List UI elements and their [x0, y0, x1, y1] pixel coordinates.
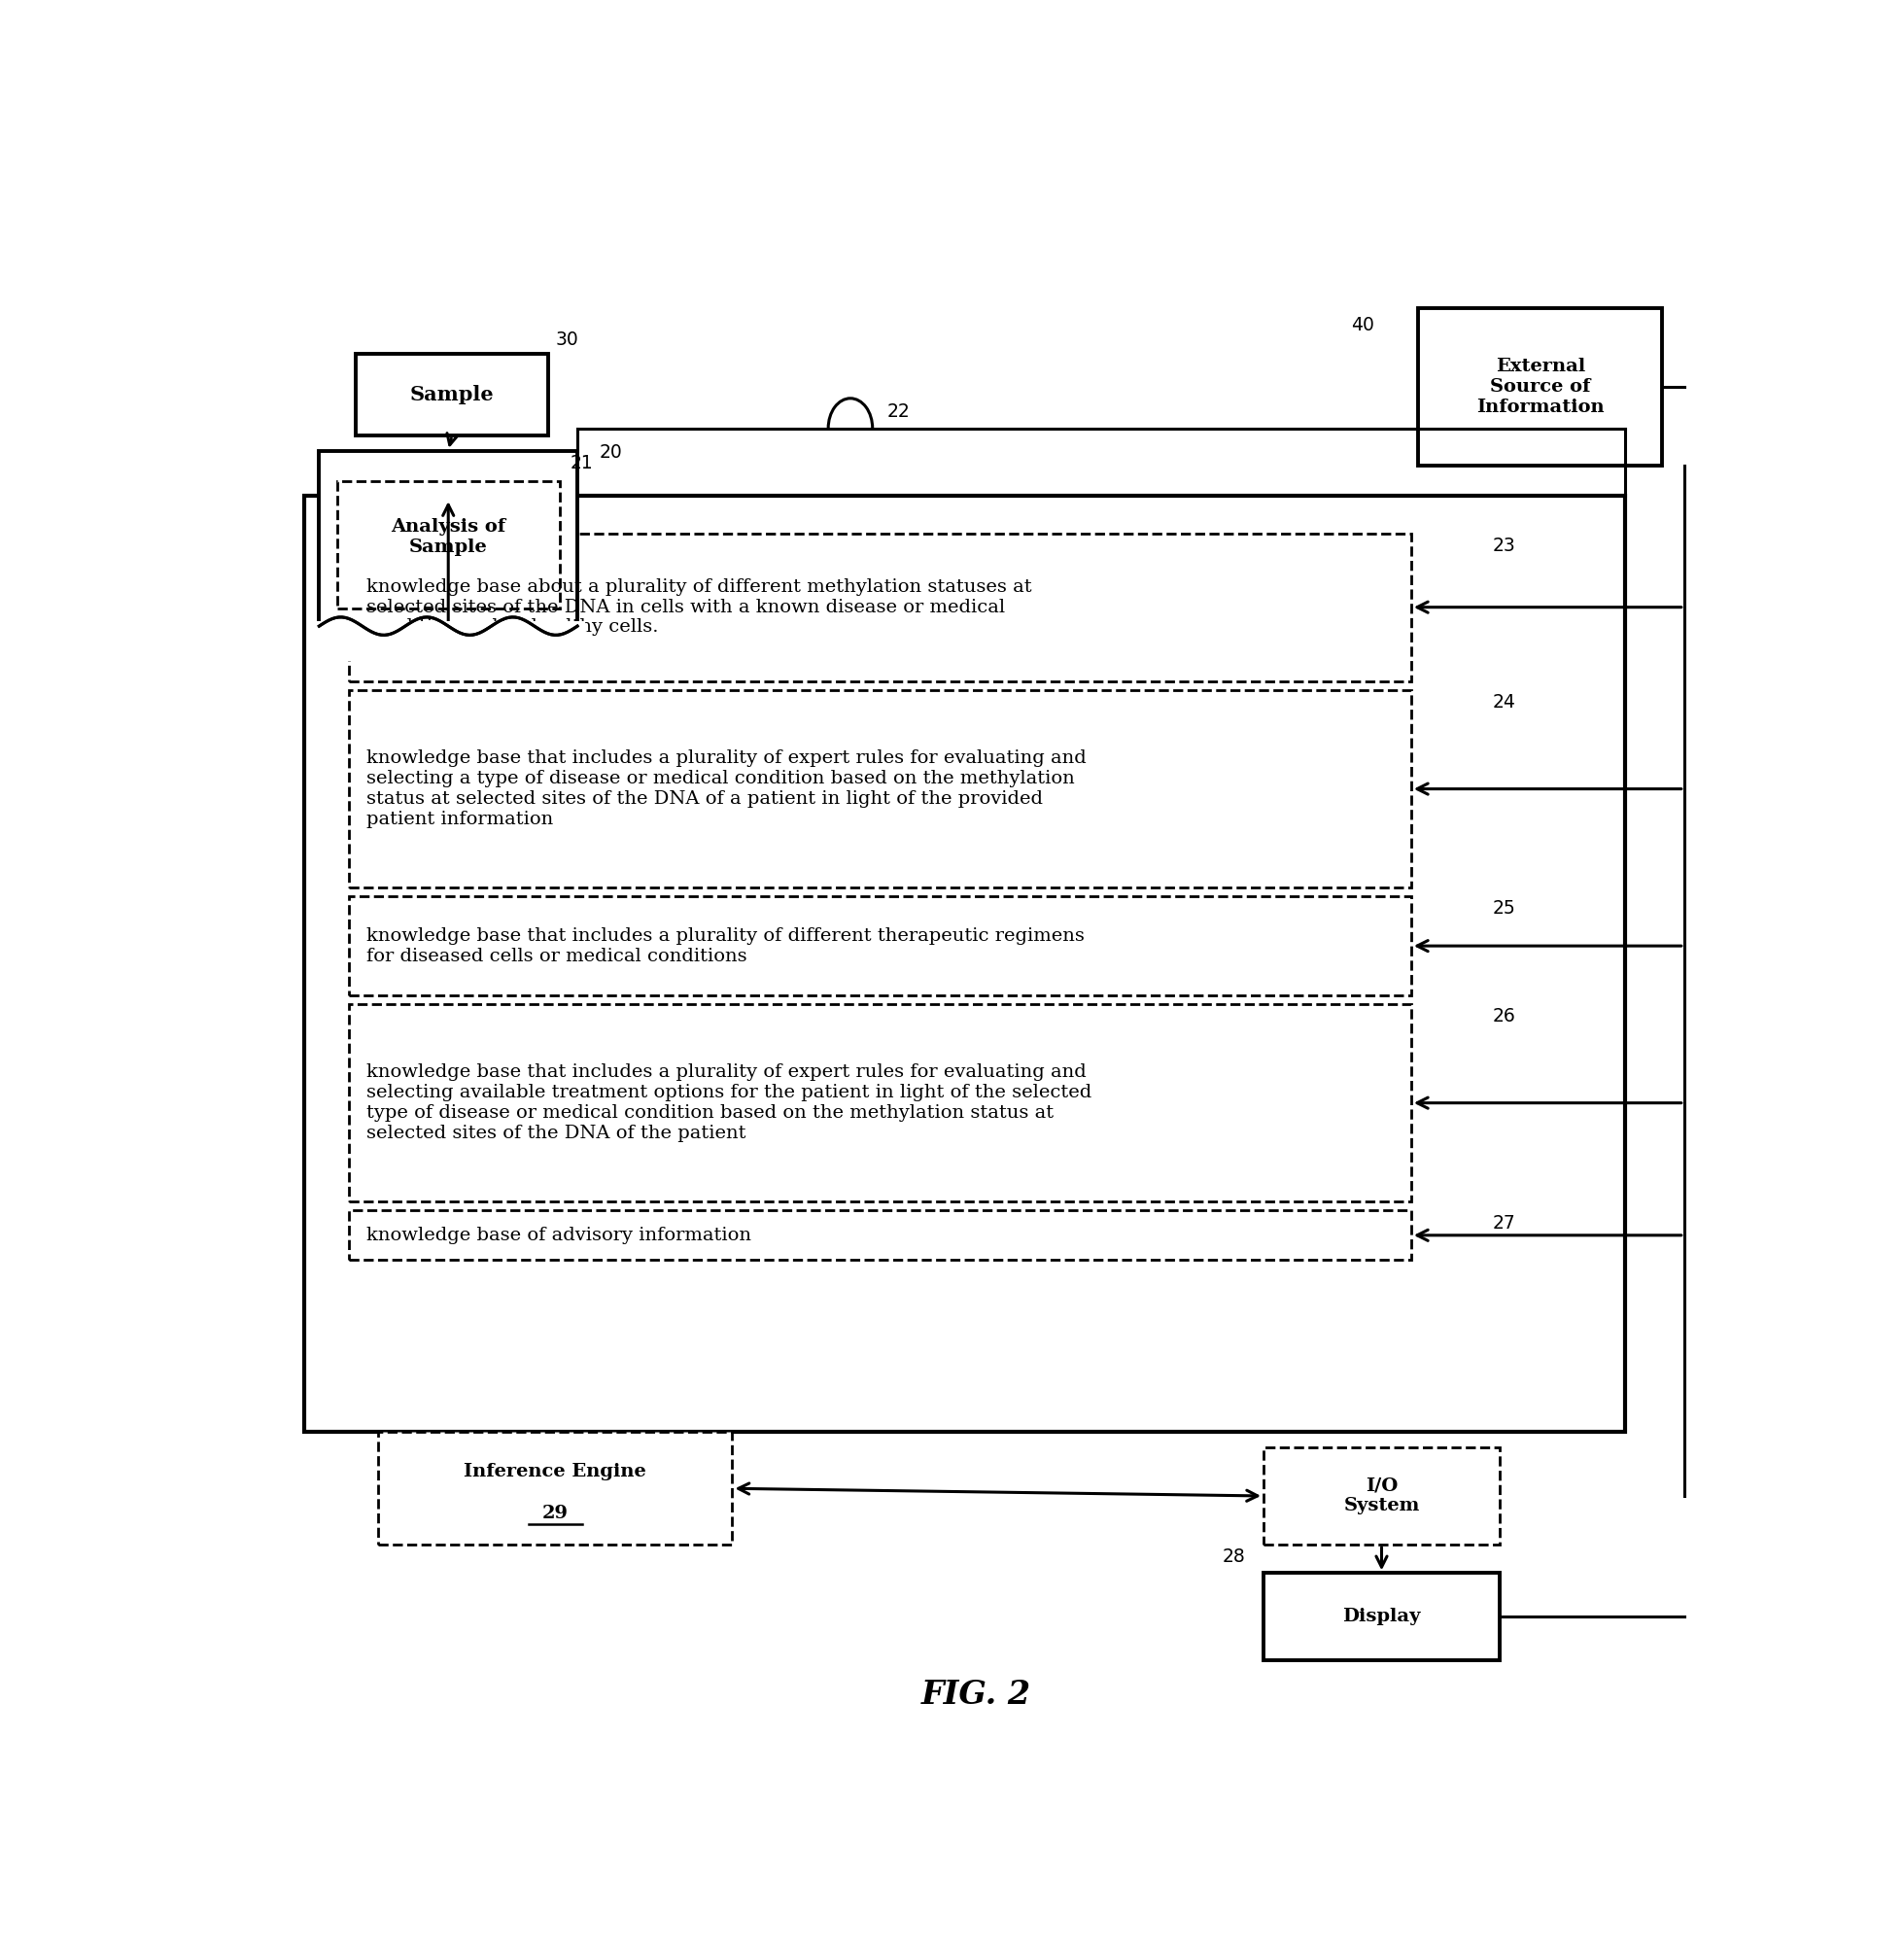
Text: 23: 23: [1493, 537, 1516, 555]
FancyBboxPatch shape: [348, 691, 1411, 887]
Text: 30: 30: [556, 331, 579, 348]
FancyBboxPatch shape: [348, 533, 1411, 681]
FancyBboxPatch shape: [320, 451, 577, 623]
FancyBboxPatch shape: [348, 1210, 1411, 1259]
FancyBboxPatch shape: [1264, 1448, 1500, 1545]
Text: knowledge base that includes a plurality of different therapeutic regimens
for d: knowledge base that includes a plurality…: [366, 926, 1085, 965]
FancyBboxPatch shape: [348, 1004, 1411, 1201]
Text: 21: 21: [569, 453, 592, 473]
Text: 40: 40: [1352, 315, 1375, 335]
FancyBboxPatch shape: [305, 496, 1626, 1432]
Text: Inference Engine: Inference Engine: [465, 1463, 647, 1481]
Text: knowledge base about a plurality of different methylation statuses at
selected s: knowledge base about a plurality of diff…: [366, 578, 1032, 636]
FancyBboxPatch shape: [312, 621, 585, 660]
Text: Analysis of
Sample: Analysis of Sample: [390, 518, 506, 557]
Text: knowledge base of advisory information: knowledge base of advisory information: [366, 1226, 752, 1243]
Text: Display: Display: [1342, 1607, 1420, 1625]
Text: knowledge base that includes a plurality of expert rules for evaluating and
sele: knowledge base that includes a plurality…: [366, 749, 1087, 827]
Text: FIG. 2: FIG. 2: [922, 1679, 1030, 1711]
FancyBboxPatch shape: [1418, 307, 1662, 465]
Text: 27: 27: [1493, 1214, 1516, 1232]
Text: External
Source of
Information: External Source of Information: [1476, 358, 1605, 416]
Text: 28: 28: [1222, 1547, 1245, 1567]
FancyBboxPatch shape: [337, 481, 560, 607]
Text: I/O
System: I/O System: [1344, 1477, 1420, 1514]
FancyBboxPatch shape: [356, 354, 548, 436]
Text: 24: 24: [1493, 693, 1516, 712]
Text: 20: 20: [600, 444, 623, 461]
Text: 22: 22: [887, 403, 910, 420]
FancyBboxPatch shape: [348, 897, 1411, 994]
FancyBboxPatch shape: [379, 1432, 733, 1545]
Text: knowledge base that includes a plurality of expert rules for evaluating and
sele: knowledge base that includes a plurality…: [366, 1064, 1091, 1142]
Text: Sample: Sample: [409, 385, 493, 405]
FancyBboxPatch shape: [1264, 1572, 1500, 1660]
Text: 29: 29: [543, 1504, 569, 1522]
Text: 26: 26: [1493, 1008, 1516, 1026]
Text: 25: 25: [1493, 899, 1516, 919]
